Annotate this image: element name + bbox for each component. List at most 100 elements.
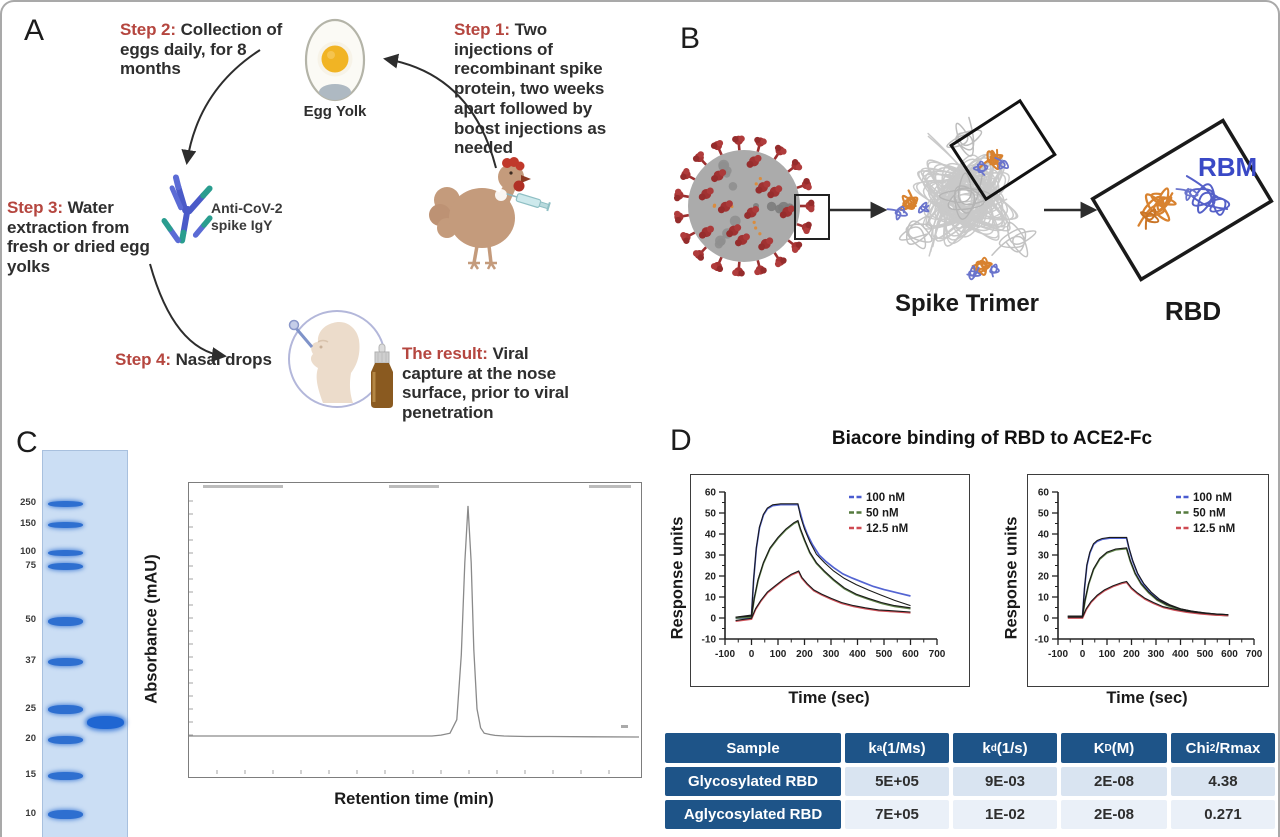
svg-text:30: 30 [1038,551,1050,562]
svg-text:100 nM: 100 nM [866,492,905,504]
gel-ladder-label: 50 [25,614,36,625]
svg-text:0: 0 [1043,614,1049,625]
dropper-bottle-icon [371,343,393,408]
gel-ladder-band [48,501,83,507]
svg-text:50: 50 [705,509,717,520]
svg-text:20: 20 [1038,572,1050,583]
gel-ladder-label: 25 [25,703,36,714]
svg-text:400: 400 [1172,649,1189,660]
step4-highlight: Step 4: [115,350,171,369]
gel-ladder-band [48,550,83,556]
syringe-icon [506,193,551,212]
step4-text: Step 4: Nasal drops [115,350,272,369]
spike-trimer-label: Spike Trimer [894,290,1040,317]
table-value-cell: 2E-08 [1061,800,1167,829]
arrow-antibody-to-nose [149,263,227,363]
svg-text:60: 60 [705,488,717,499]
sensorgram1-xlabel: Time (sec) [788,689,870,707]
svg-text:700: 700 [1246,649,1263,660]
step2-text: Step 2: Collection of eggs daily, for 8 … [120,20,283,79]
table-value-cell: 9E-03 [953,767,1057,796]
gel-ladder-label: 10 [25,808,36,819]
result-highlight: The result: [402,344,488,363]
panel-b-letter: B [680,22,701,55]
panel-a-letter: A [24,14,45,47]
gel-ladder-label: 150 [20,518,36,529]
svg-text:100 nM: 100 nM [1193,492,1232,504]
svg-text:50 nM: 50 nM [866,508,899,520]
sars-cov-2-virion-image [673,135,815,277]
svg-text:-10: -10 [702,635,717,646]
svg-text:500: 500 [1197,649,1214,660]
svg-text:50: 50 [1038,509,1050,520]
svg-text:200: 200 [796,649,813,660]
chromatogram-ylabel: Absorbance (mAU) [142,554,161,704]
gel-ladder-label: 250 [20,497,36,508]
antibody-label: Anti-CoV-2 spike IgY [211,200,283,233]
gel-ladder-band [48,772,83,780]
svg-text:20: 20 [705,572,717,583]
svg-text:10: 10 [1038,593,1050,604]
table-row-label: Aglycosylated RBD [665,800,841,829]
table-value-cell: 0.271 [1171,800,1275,829]
rbm-label: RBM [1198,152,1258,182]
gel-ladder-label: 100 [20,546,36,557]
sensorgram2-ylabel: Response units [1002,516,1021,640]
biacore-title: Biacore binding of RBD to ACE2-Fc [831,428,1153,449]
rbd-label: RBD [1164,296,1222,326]
svg-text:200: 200 [1123,649,1140,660]
svg-text:400: 400 [849,649,866,660]
egg-yolk-icon [304,18,366,102]
gel-sample-band [87,716,124,729]
gel-ladder-label: 75 [25,560,36,571]
svg-text:-10: -10 [1035,635,1050,646]
svg-text:50 nM: 50 nM [1193,508,1226,520]
sec-chromatogram-plot [188,482,642,778]
gel-ladder-band [48,705,83,714]
kinetics-table: Sample k a (1/Ms) k d (1/s) K D (M) Chi 2/Rmax Gl… [665,733,1275,829]
svg-text:0: 0 [749,649,755,660]
svg-text:0: 0 [710,614,716,625]
gel-ladder-label: 20 [25,733,36,744]
svg-text:60: 60 [1038,488,1050,499]
gel-ladder-band [48,563,83,570]
step1-highlight: Step 1: [454,20,510,39]
spike-trimer-structure-image [886,98,1057,281]
result-text: The result: Viral capture at the nose su… [402,344,569,423]
egg-yolk-label: Egg Yolk [303,103,367,120]
svg-text:300: 300 [1148,649,1165,660]
gel-ladder-band [48,736,83,744]
gel-ladder-band [48,522,83,528]
gel-ladder-label: 15 [25,769,36,780]
gel-ladder-band [48,810,83,819]
table-value-cell: 5E+05 [845,767,949,796]
step3-highlight: Step 3: [7,198,63,217]
table-value-cell: 4.38 [1171,767,1275,796]
table-value-cell: 1E-02 [953,800,1057,829]
sensorgram2-xlabel: Time (sec) [1106,689,1188,707]
svg-text:-100: -100 [1048,649,1068,660]
virus-zoom-box [794,194,830,240]
table-header-cell: Chi 2/Rmax [1171,733,1275,763]
svg-text:40: 40 [1038,530,1050,541]
table-header-cell: Sample [665,733,841,763]
igy-antibody-icon [161,174,213,244]
step1-text: Step 1: Two injections of recombinant sp… [454,20,607,158]
svg-text:12.5 nM: 12.5 nM [866,523,908,535]
svg-text:600: 600 [1221,649,1238,660]
svg-text:-100: -100 [715,649,735,660]
table-value-cell: 7E+05 [845,800,949,829]
svg-text:100: 100 [1099,649,1116,660]
svg-text:300: 300 [823,649,840,660]
sensorgram-glycosylated-plot: 60 50 40 30 20 10 0 -10 -100 0 100 200 300 400 500 600 7… [690,474,970,687]
rbd-structure-image [1090,118,1274,282]
gel-ladder-band [48,658,83,666]
sensorgram-aglycosylated-plot: 60 50 40 30 20 10 0 -10 -100 0 100 200 300 400 500 600 7… [1027,474,1269,687]
sds-page-gel-image [42,450,128,837]
svg-text:30: 30 [705,551,717,562]
svg-text:100: 100 [770,649,787,660]
